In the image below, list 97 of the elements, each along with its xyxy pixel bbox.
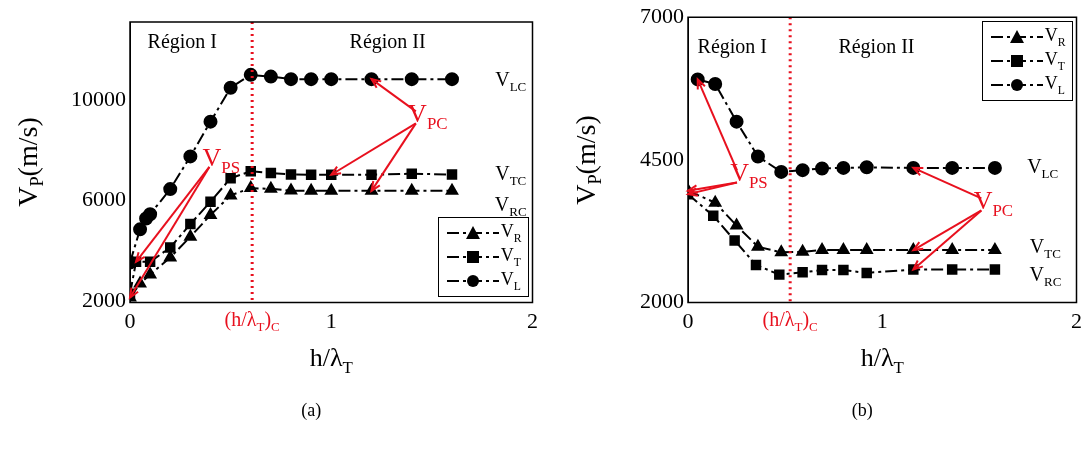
point: [445, 72, 459, 87]
point: [751, 239, 765, 251]
point: [223, 80, 238, 95]
point: [133, 222, 148, 237]
point: [225, 173, 236, 184]
legend-label: V$_{L}$: [1044, 73, 1065, 97]
legend-label: V$_{T}$: [1044, 49, 1065, 73]
annotation: Région II: [838, 34, 915, 57]
legend-label: V$_{T}$: [500, 244, 521, 269]
x-tick-label: 0: [124, 307, 136, 333]
annotation: Région I: [697, 34, 767, 57]
point: [708, 76, 723, 91]
point: [946, 264, 958, 275]
point: [837, 243, 850, 255]
point: [404, 72, 419, 87]
legend-label: V$_{R}$: [500, 220, 522, 245]
point: [204, 208, 217, 220]
point: [797, 267, 808, 278]
point: [224, 188, 237, 200]
point: [366, 169, 377, 180]
point: [729, 235, 740, 246]
point: [263, 69, 278, 84]
annotation: V$_{TC}$: [1029, 235, 1061, 262]
point: [729, 114, 744, 129]
x-axis-title: h/λ$_{T}$: [860, 343, 904, 377]
point: [205, 196, 216, 207]
point: [265, 167, 277, 179]
point: [324, 72, 339, 87]
annotation: V$_{RC}$: [494, 193, 527, 220]
point: [406, 168, 417, 179]
point: [988, 243, 1002, 255]
annotation: V$_{PS}$: [202, 143, 241, 177]
x-tick-label: 1: [876, 307, 888, 333]
point: [163, 182, 178, 197]
x-tick-label: 2: [1071, 307, 1082, 333]
point: [775, 245, 788, 257]
point: [945, 160, 960, 175]
legend-label: V$_{L}$: [500, 268, 521, 293]
ref-line-label: (h/λ$_{T}$)$_{C}$: [762, 307, 818, 334]
x-axis-title: h/λ$_{T}$: [309, 343, 353, 377]
y-tick-label: 4500: [640, 145, 684, 171]
point: [774, 269, 785, 280]
x-tick-label: 0: [682, 307, 694, 333]
point: [284, 72, 298, 87]
annotation: V$_{RC}$: [1029, 263, 1062, 290]
point: [305, 169, 317, 180]
legend-label: V$_{R}$: [1044, 25, 1066, 49]
point: [446, 169, 458, 180]
point: [815, 161, 830, 176]
point: [143, 267, 157, 279]
point: [838, 264, 849, 276]
point: [861, 267, 872, 279]
annotation: Région I: [147, 30, 218, 53]
text: (a): [301, 400, 322, 420]
point: [445, 183, 459, 195]
point: [143, 207, 158, 222]
point: [325, 183, 338, 195]
point: [285, 169, 297, 180]
point: [795, 163, 810, 178]
point: [304, 72, 319, 87]
point: [860, 243, 873, 255]
point: [730, 218, 743, 230]
point: [165, 242, 176, 253]
point: [185, 218, 196, 230]
point: [750, 259, 762, 271]
point: [184, 229, 197, 241]
point: [709, 195, 722, 207]
annotation: V$_{LC}$: [1027, 154, 1059, 181]
point: [304, 183, 318, 195]
ref-line-label: (h/λ$_{T}$)$_{C}$: [224, 307, 280, 334]
point: [774, 164, 789, 179]
point: [405, 183, 418, 195]
point: [183, 149, 198, 164]
point: [264, 181, 278, 193]
point: [989, 264, 1001, 275]
annotation: V$_{TC}$: [495, 162, 527, 189]
point: [284, 183, 298, 195]
point: [203, 114, 218, 129]
point: [815, 243, 829, 255]
annotation: Région II: [349, 30, 426, 53]
point: [796, 244, 809, 256]
y-tick-label: 7000: [640, 2, 684, 28]
point: [945, 243, 959, 255]
y-tick-label: 10000: [71, 85, 126, 111]
point: [816, 264, 828, 276]
text: (b): [851, 400, 873, 420]
x-tick-label: 2: [527, 307, 538, 333]
point: [987, 160, 1002, 175]
y-tick-label: 2000: [640, 288, 684, 314]
point: [859, 160, 874, 175]
point: [750, 149, 765, 164]
y-tick-label: 2000: [82, 287, 126, 313]
point: [708, 210, 719, 222]
annotation: V$_{LC}$: [495, 67, 527, 94]
x-tick-label: 1: [325, 307, 337, 333]
point: [836, 160, 851, 175]
y-tick-label: 6000: [82, 186, 126, 212]
